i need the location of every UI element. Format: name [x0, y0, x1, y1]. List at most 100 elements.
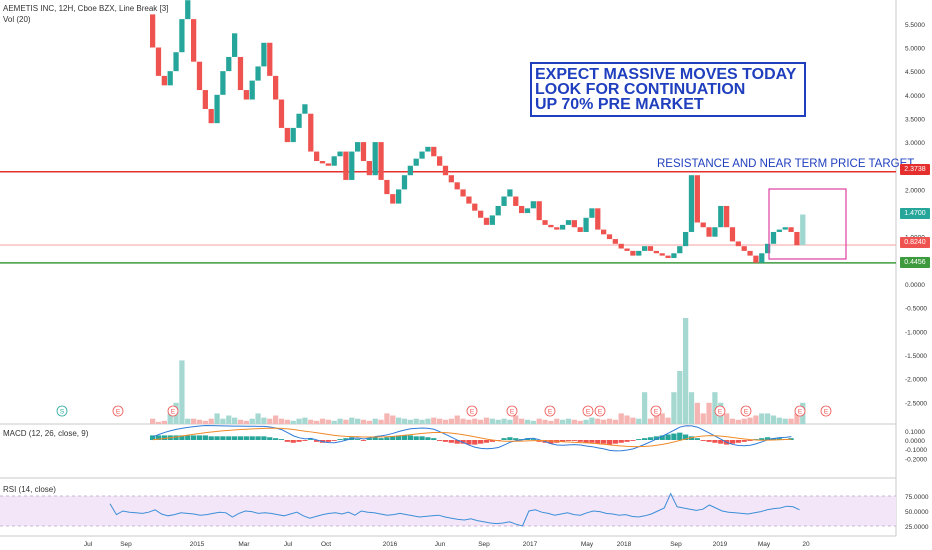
- volume-bar: [284, 419, 290, 424]
- line-break-brick: [454, 182, 460, 190]
- macd-histogram-bar: [589, 440, 595, 443]
- line-break-brick: [325, 163, 331, 166]
- rsi-band: [0, 495, 896, 527]
- line-break-brick: [548, 224, 554, 228]
- line-break-brick: [560, 224, 566, 230]
- macd-histogram-bar: [460, 440, 466, 444]
- event-marker-label: E: [718, 409, 723, 416]
- event-marker-label: E: [586, 409, 591, 416]
- volume-bar: [782, 418, 788, 424]
- volume-bar: [331, 420, 337, 424]
- macd-histogram-bar: [448, 440, 454, 443]
- macd-histogram-bar: [296, 440, 302, 442]
- line-break-brick: [794, 231, 800, 246]
- line-break-brick: [542, 220, 548, 225]
- macd-histogram-bar: [302, 440, 308, 441]
- macd-histogram-bar: [548, 440, 554, 444]
- volume-bar: [454, 415, 460, 424]
- line-break-brick: [524, 208, 531, 214]
- macd-histogram-bar: [636, 439, 642, 440]
- volume-bar: [636, 418, 642, 424]
- volume-bar: [202, 420, 208, 424]
- line-break-brick: [519, 205, 525, 214]
- volume-bar: [747, 417, 753, 424]
- rsi-overbought-band: [0, 496, 896, 526]
- line-break-brick: [624, 248, 630, 251]
- price-axis-tick: 2.0000: [905, 187, 925, 194]
- line-break-brick: [706, 227, 712, 237]
- macd-histogram-bar: [232, 436, 238, 440]
- macd-histogram-bar: [249, 436, 255, 440]
- macd-histogram-bar: [624, 440, 630, 442]
- line-break-brick: [718, 205, 724, 228]
- line-break-brick: [642, 246, 648, 251]
- callout-line-1: EXPECT MASSIVE MOVES TODAY: [535, 66, 797, 83]
- line-break-brick: [735, 241, 741, 247]
- volume-bar: [372, 418, 378, 424]
- line-break-brick: [390, 194, 396, 204]
- macd-histogram-bar: [735, 440, 741, 443]
- volume-bar: [524, 419, 531, 424]
- macd-histogram-bar: [208, 436, 214, 440]
- volume-bar: [642, 392, 648, 424]
- macd-histogram-bar: [401, 435, 408, 440]
- macd-histogram-bar: [466, 440, 472, 445]
- line-break-brick: [712, 227, 718, 237]
- rsi-line: [109, 492, 800, 527]
- volume-bar: [712, 392, 718, 424]
- line-break-brick: [724, 205, 730, 228]
- event-marker-circle: [582, 405, 594, 417]
- volume-bar: [460, 418, 466, 424]
- macd-histogram-bar: [565, 440, 572, 441]
- line-break-brick: [507, 189, 513, 197]
- macd-histogram-bar: [483, 440, 490, 443]
- macd-histogram-bar: [314, 440, 320, 442]
- price-axis-tick: -1.5000: [905, 353, 927, 360]
- macd-histogram-bar: [413, 436, 419, 440]
- line-break-brick: [150, 14, 156, 48]
- line-break-brick: [683, 231, 689, 247]
- line-break-brick: [448, 175, 454, 183]
- volume-bar: [478, 419, 484, 424]
- macd-histogram-bar: [343, 438, 349, 440]
- line-break-brick: [565, 220, 572, 225]
- macd-histogram-bar: [513, 438, 519, 440]
- volume-bar: [261, 417, 267, 424]
- line-break-brick: [741, 246, 747, 251]
- volume-bar: [167, 413, 173, 424]
- line-break-brick: [173, 52, 179, 72]
- price-axis-tick: 3.5000: [905, 116, 925, 123]
- macd-histogram-bar: [530, 439, 536, 440]
- macd-histogram-bar: [425, 437, 431, 440]
- macd-histogram-bar: [278, 439, 285, 440]
- volume-bar: [179, 360, 185, 424]
- axis-labels: 5.50005.00004.50004.00003.50003.00002.50…: [84, 22, 929, 548]
- line-break-brick: [261, 42, 267, 67]
- volume-bar: [483, 417, 490, 424]
- event-marker-circle: [112, 405, 124, 417]
- volume-bar: [683, 318, 689, 424]
- macd-histogram-bar: [202, 435, 208, 440]
- line-break-brick: [665, 255, 671, 258]
- price-axis-tick: 0.0000: [905, 282, 925, 289]
- macd-label: MACD (12, 26, close, 9): [3, 429, 89, 438]
- volume-bar: [694, 402, 700, 424]
- time-axis-tick: Oct: [321, 541, 331, 548]
- macd-histogram-bar: [759, 438, 765, 440]
- line-break-brick: [273, 75, 279, 100]
- line-break-brick: [571, 220, 577, 228]
- macd-histogram-bar: [150, 435, 156, 440]
- volume-bar: [384, 413, 390, 424]
- volume-bars: [150, 318, 806, 424]
- line-break-brick: [513, 196, 519, 206]
- volume-bar: [413, 418, 419, 424]
- event-marker-circle: [167, 405, 179, 417]
- macd-histogram-bar: [665, 434, 671, 440]
- volume-bar: [560, 419, 566, 424]
- line-break-brick: [296, 113, 302, 128]
- volume-bar: [583, 419, 589, 424]
- volume-bar: [677, 371, 683, 424]
- line-break-brick: [659, 253, 665, 256]
- macd-histogram-bar: [647, 437, 654, 440]
- line-break-brick: [554, 227, 560, 230]
